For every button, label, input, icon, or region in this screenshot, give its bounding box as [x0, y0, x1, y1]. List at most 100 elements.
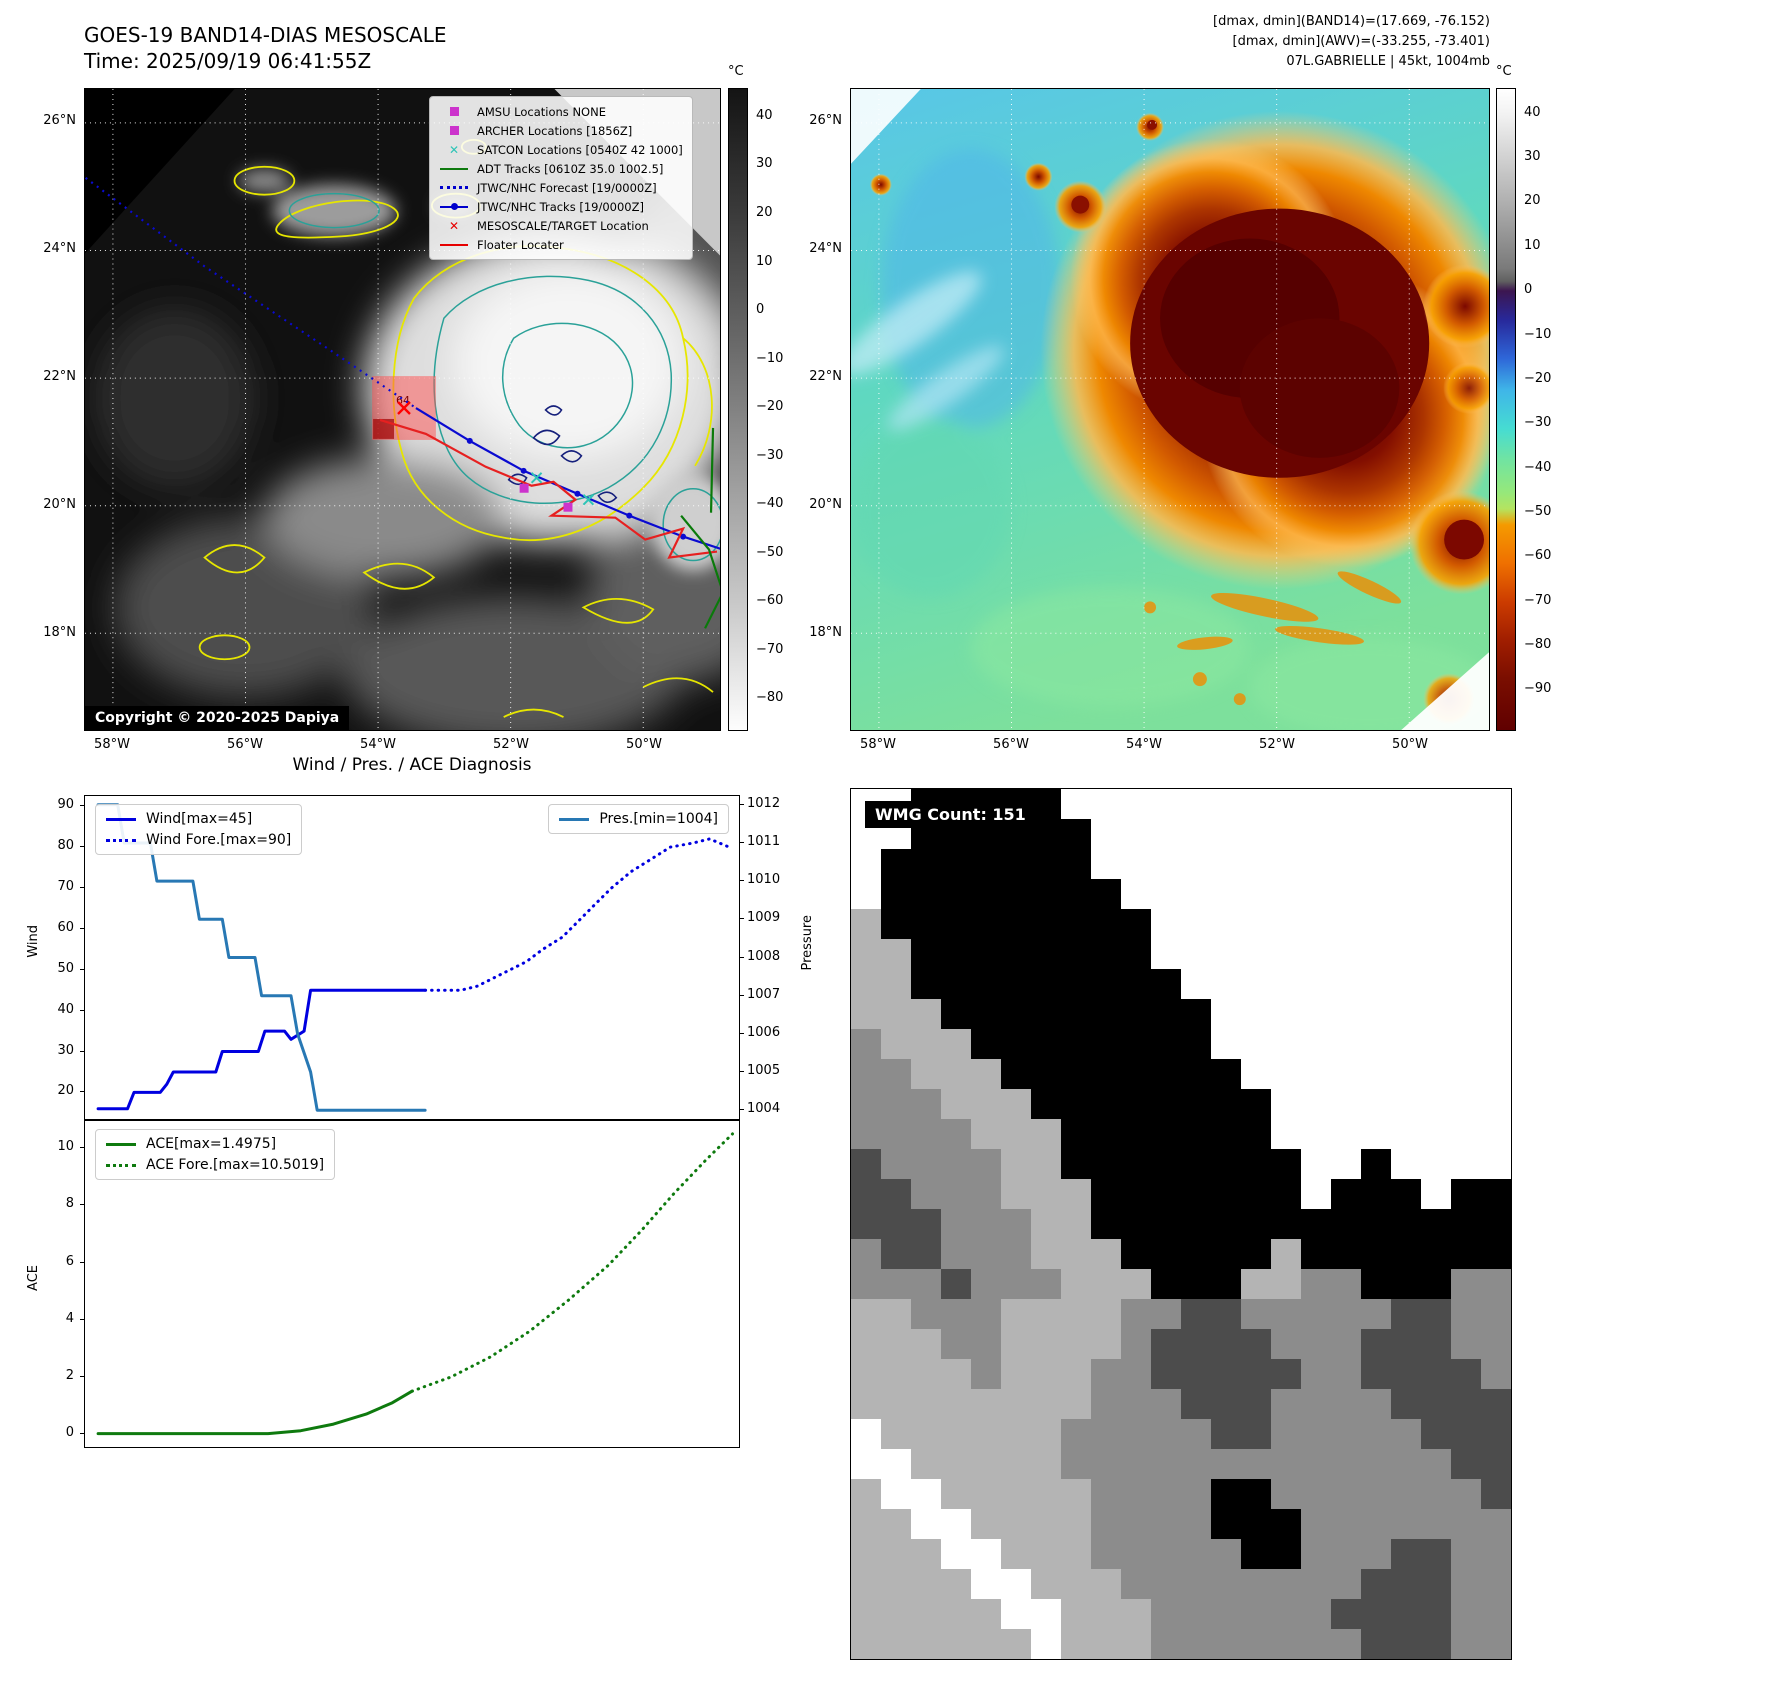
wmg-pixel — [1061, 1569, 1091, 1599]
wmg-pixel — [1181, 1089, 1211, 1119]
wmg-pixel — [881, 1419, 911, 1449]
wmg-pixel — [1151, 1509, 1181, 1539]
wmg-pixel — [1361, 1209, 1391, 1239]
series-line — [96, 988, 427, 1111]
y-tick-mark — [80, 1050, 84, 1052]
wmg-pixel — [1421, 999, 1451, 1029]
wmg-pixel — [941, 1329, 971, 1359]
wmg-pixel — [1271, 1329, 1301, 1359]
series-line — [423, 837, 731, 992]
colorbar-tick-label: −50 — [1524, 504, 1552, 520]
lat-tick-label: 22°N — [809, 369, 842, 384]
wmg-pixel — [881, 1629, 911, 1659]
wmg-pixel — [911, 1419, 941, 1449]
wmg-pixel — [941, 849, 971, 879]
wmg-pixel — [911, 1299, 941, 1329]
wmg-pixel — [1391, 1539, 1421, 1569]
wmg-pixel — [1421, 1179, 1451, 1209]
wmg-pixel — [1061, 789, 1091, 819]
wmg-pixel — [1391, 1599, 1421, 1629]
lon-tick-label: 54°W — [1126, 737, 1162, 752]
wmg-pixel — [1271, 1059, 1301, 1089]
wmg-pixel — [1301, 1599, 1331, 1629]
wmg-pixel — [1451, 1629, 1481, 1659]
wmg-pixel — [1151, 1329, 1181, 1359]
wmg-pixel — [1331, 1449, 1361, 1479]
wmg-pixel — [851, 1089, 881, 1119]
dotted-marker-icon — [439, 186, 469, 189]
wmg-pixel — [911, 1269, 941, 1299]
adt-track-line — [680, 427, 720, 629]
wmg-pixel — [941, 1359, 971, 1389]
wmg-pixel — [1361, 1299, 1391, 1329]
wmg-pixel — [1121, 1089, 1151, 1119]
wmg-pixel — [1001, 1359, 1031, 1389]
wmg-pixel — [1031, 1179, 1061, 1209]
wmg-pixel — [1091, 1389, 1121, 1419]
y-tick-mark — [740, 841, 744, 843]
wmg-pixel — [1361, 1419, 1391, 1449]
wmg-pixel — [1121, 939, 1151, 969]
wmg-pixel — [1301, 1569, 1331, 1599]
wmg-pixel — [1061, 1149, 1091, 1179]
wmg-pixel — [1271, 1209, 1301, 1239]
wmg-pixel — [1331, 1569, 1361, 1599]
wmg-pixel — [1391, 1509, 1421, 1539]
map-legend-item: ADT Tracks [0610Z 35.0 1002.5] — [439, 159, 683, 178]
wmg-pixel — [1091, 1269, 1121, 1299]
wmg-pixel — [1301, 1089, 1331, 1119]
lat-tick-label: 22°N — [43, 369, 76, 384]
wmg-pixel — [1271, 1389, 1301, 1419]
wmg-pixel — [1091, 1599, 1121, 1629]
wmg-pixel — [1181, 1509, 1211, 1539]
wmg-pixel — [941, 1209, 971, 1239]
lat-tick-label: 18°N — [809, 625, 842, 640]
y-tick-mark — [80, 1204, 84, 1206]
cloud-texture — [94, 183, 720, 730]
wmg-pixel — [1361, 789, 1391, 819]
wmg-pixel — [1301, 1629, 1331, 1659]
wmg-pixel — [1121, 1359, 1151, 1389]
wmg-pixel — [1151, 1299, 1181, 1329]
wmg-pixel — [1271, 999, 1301, 1029]
marker-swatch — [440, 203, 468, 210]
colorbar-tick-label: −80 — [1524, 637, 1552, 653]
wmg-pixel — [881, 999, 911, 1029]
wmg-pixel — [1061, 1209, 1091, 1239]
wmg-pixel — [1091, 1539, 1121, 1569]
wmg-pixel — [1181, 1389, 1211, 1419]
line-dot-marker-icon — [439, 203, 469, 210]
wmg-pixel — [1061, 999, 1091, 1029]
wmg-pixel — [1421, 1449, 1451, 1479]
wmg-pixel — [1451, 1599, 1481, 1629]
storm-id-intensity-readout: 07L.GABRIELLE | 45kt, 1004mb — [1286, 54, 1490, 69]
wmg-pixel — [1061, 1509, 1091, 1539]
wmg-pixel — [1301, 1329, 1331, 1359]
y-tick-label: 20 — [57, 1083, 74, 1099]
wmg-pixel — [1391, 999, 1421, 1029]
legend-line-sample — [106, 1163, 136, 1167]
wmg-pixel — [1091, 1419, 1121, 1449]
wmg-pixel — [1421, 1419, 1451, 1449]
wmg-pixel — [881, 1599, 911, 1629]
wmg-pixel — [881, 1569, 911, 1599]
wmg-pixel — [941, 1569, 971, 1599]
wmg-pixel — [911, 969, 941, 999]
awv-colorbar-unit: °C — [1496, 64, 1512, 79]
wmg-pixel — [851, 1539, 881, 1569]
wmg-pixel — [1061, 1629, 1091, 1659]
wmg-pixel-image — [851, 789, 1511, 1659]
wmg-pixel — [1331, 1089, 1361, 1119]
wmg-pixel — [1091, 819, 1121, 849]
wmg-pixel — [1331, 909, 1361, 939]
wmg-pixel — [1031, 1359, 1061, 1389]
colorbar-tick-label: −60 — [756, 593, 784, 609]
wmg-pixel — [1361, 849, 1391, 879]
y-tick-mark — [80, 927, 84, 929]
wmg-pixel — [1421, 1479, 1451, 1509]
wmg-pixel — [1421, 1389, 1451, 1419]
wmg-pixel — [1481, 849, 1511, 879]
wmg-pixel — [1211, 1329, 1241, 1359]
wmg-pixel — [1271, 1629, 1301, 1659]
wmg-pixel — [1181, 1239, 1211, 1269]
